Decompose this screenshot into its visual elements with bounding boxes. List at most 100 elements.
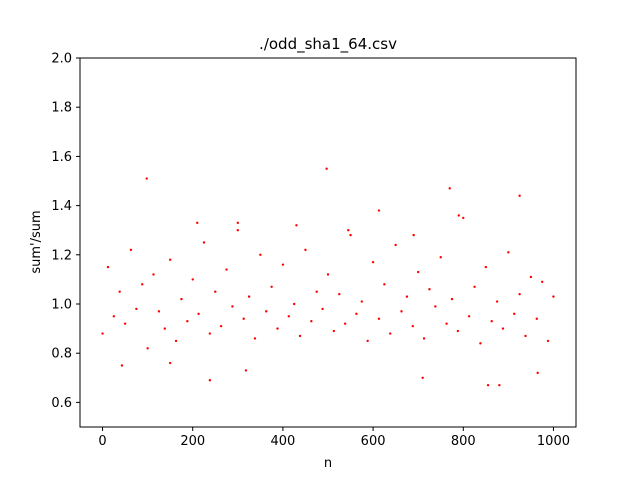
data-point [366, 339, 369, 343]
y-tick-label: 0.6 [51, 396, 72, 411]
data-point [208, 379, 212, 382]
data-point [174, 339, 178, 343]
data-point [355, 312, 358, 316]
data-point [325, 167, 328, 170]
data-point [180, 297, 183, 301]
data-point [101, 332, 104, 335]
data-point [208, 332, 212, 335]
data-point [486, 383, 490, 387]
data-point [118, 290, 121, 293]
data-point [196, 221, 199, 225]
data-point [247, 295, 251, 298]
data-point [434, 305, 437, 308]
data-point [450, 297, 454, 301]
data-point [236, 221, 240, 225]
data-point [141, 283, 144, 286]
data-point [524, 334, 527, 338]
data-point [281, 263, 285, 266]
x-tick-label: 1000 [537, 434, 570, 449]
y-tick-label: 2.0 [51, 52, 72, 67]
x-tick-label: 400 [270, 434, 295, 449]
data-point [259, 253, 262, 256]
data-point [276, 327, 279, 330]
data-point [326, 273, 330, 276]
data-point [422, 337, 426, 340]
data-point [439, 256, 442, 259]
y-tick-label: 1.4 [51, 199, 72, 214]
data-point [412, 233, 415, 237]
data-point [168, 361, 172, 365]
data-point [518, 292, 521, 296]
data-point [298, 334, 302, 338]
x-tick-label: 800 [451, 434, 476, 449]
data-point [484, 265, 488, 269]
data-point [360, 300, 364, 303]
data-point [448, 187, 451, 190]
data-point [498, 383, 501, 387]
data-point [501, 327, 505, 330]
data-point [479, 342, 482, 345]
data-point [518, 194, 521, 197]
y-tick-label: 1.8 [51, 101, 72, 116]
data-point [123, 322, 127, 325]
data-point [411, 324, 414, 328]
data-point [225, 268, 228, 271]
data-point [146, 347, 149, 350]
data-point [456, 329, 460, 333]
data-point [214, 290, 217, 293]
data-point [405, 295, 409, 298]
x-tick-label: 200 [180, 434, 205, 449]
data-point [462, 216, 465, 220]
data-point [383, 283, 386, 286]
data-point [287, 315, 290, 318]
data-point [112, 315, 116, 318]
data-point [507, 251, 510, 254]
data-point [152, 273, 155, 276]
data-point [163, 327, 166, 330]
data-point [270, 285, 273, 288]
data-point [244, 369, 248, 372]
y-axis-label: sum'/sum [29, 210, 44, 273]
data-point [186, 320, 189, 323]
data-point [513, 312, 516, 316]
data-point [343, 322, 347, 325]
y-tick-label: 1.6 [51, 150, 72, 165]
data-point [236, 229, 240, 232]
data-point [552, 295, 555, 298]
x-tick-label: 600 [361, 434, 386, 449]
data-point [292, 302, 296, 306]
data-point [315, 290, 318, 293]
data-point [338, 292, 341, 296]
y-tick-label: 1.2 [51, 248, 72, 263]
data-point [371, 260, 375, 264]
data-point [457, 214, 460, 217]
data-point [467, 315, 471, 318]
data-point [202, 241, 206, 244]
data-point [253, 337, 257, 340]
data-point [535, 317, 538, 320]
data-point [321, 307, 324, 311]
x-axis-ticks: 0 200 400 600 800 1000 [98, 427, 570, 449]
data-point [428, 288, 431, 291]
data-point [168, 258, 172, 261]
y-tick-label: 1.0 [51, 298, 72, 313]
data-point [416, 270, 420, 274]
data-point [191, 278, 194, 281]
data-point [495, 300, 499, 303]
data-point [135, 307, 138, 311]
x-axis-label: n [324, 456, 332, 471]
data-point [120, 364, 124, 367]
data-point [377, 209, 381, 212]
data-point [242, 317, 245, 320]
data-point [421, 376, 424, 379]
x-tick-label: 0 [98, 434, 106, 449]
data-point [129, 248, 133, 252]
data-point [490, 320, 493, 323]
data-point [400, 310, 403, 313]
data-point [445, 322, 448, 325]
data-point [473, 285, 476, 288]
data-point [231, 305, 234, 308]
data-point [332, 329, 336, 333]
y-axis-ticks: 0.6 0.8 1.0 1.2 1.4 1.6 1.8 2.0 [51, 52, 80, 411]
